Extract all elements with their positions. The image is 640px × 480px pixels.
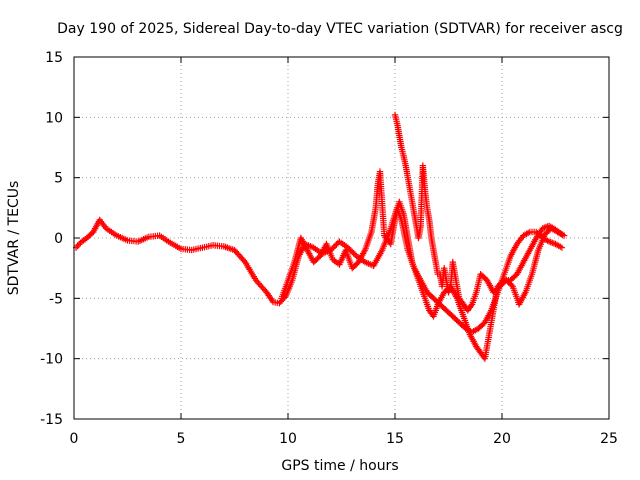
data-point [330, 244, 337, 251]
grid-lines [74, 57, 609, 419]
data-point [333, 241, 340, 248]
series-track-c [391, 111, 568, 314]
chart-title: Day 190 of 2025, Sidereal Day-to-day VTE… [57, 21, 623, 37]
plot-frame [73, 56, 610, 420]
x-tick-label: 10 [279, 431, 297, 447]
data-point [560, 232, 568, 239]
y-tick-label: 10 [45, 110, 63, 126]
data-point [331, 242, 339, 249]
series-track-a [72, 204, 566, 336]
data-point [558, 244, 566, 251]
data-point [349, 248, 356, 256]
x-tick-label: 20 [493, 431, 511, 447]
x-tick-label: 15 [386, 431, 404, 447]
data-point [467, 302, 475, 310]
y-tick-label: -5 [49, 291, 63, 307]
x-tick-label: 5 [177, 431, 186, 447]
data-point [350, 250, 357, 257]
y-axis-label: SDTVAR / TECUs [6, 181, 22, 296]
x-axis-label: GPS time / hours [281, 458, 398, 474]
data-points [72, 111, 568, 362]
y-tick-label: 5 [54, 171, 63, 187]
data-point [346, 245, 353, 253]
y-tick-label: 15 [45, 50, 63, 66]
y-tick-label: -15 [40, 412, 63, 428]
x-tick-label: 0 [70, 431, 79, 447]
y-tick-label: -10 [40, 352, 63, 368]
x-tick-label: 25 [600, 431, 618, 447]
data-point [240, 257, 248, 264]
y-tick-label: 0 [54, 231, 63, 247]
